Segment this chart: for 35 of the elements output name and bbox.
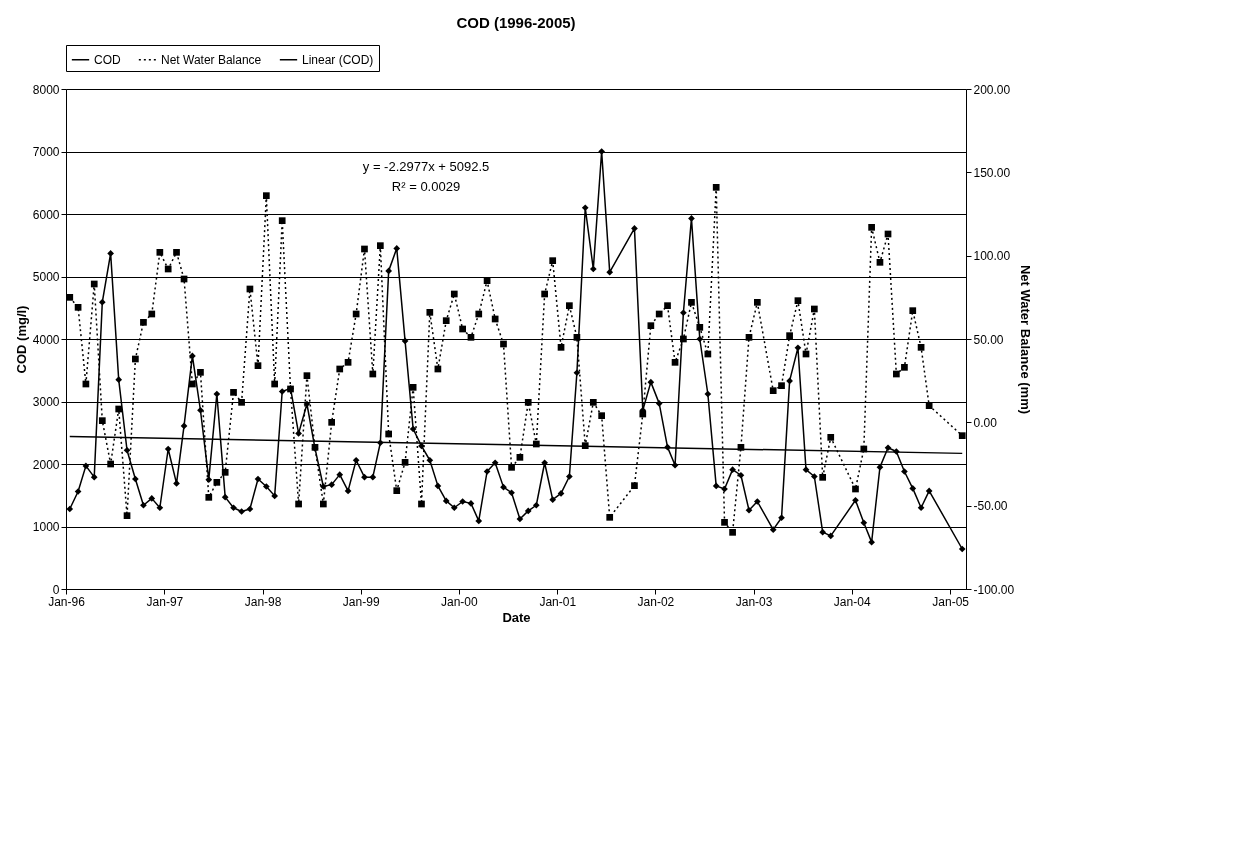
x-tick-label: Jan-04: [833, 594, 871, 609]
y-tick-label: 1000: [32, 520, 60, 534]
y2-tick-label: 200.00: [973, 82, 1011, 97]
y-tick-label: 5000: [32, 270, 60, 284]
y2-tick-label: 0.00: [973, 415, 998, 430]
annotation: y = -2.2977x + 5092.5: [362, 158, 490, 174]
y2-axis-title: Net Water Balance (mm): [1018, 264, 1034, 415]
legend-label: Net Water Balance: [161, 52, 262, 67]
y-tick-label: 2000: [32, 457, 60, 472]
legend-label: Linear (COD): [302, 52, 374, 67]
y-tick-label: 8000: [32, 82, 60, 97]
y-tick-label: 7000: [32, 145, 60, 159]
x-tick-label: Jan-05: [932, 594, 970, 609]
x-tick-label: Jan-01: [539, 594, 577, 609]
y-tick-label: 3000: [32, 395, 60, 409]
legend-label: COD: [94, 52, 121, 67]
y2-tick-label: -50.00: [973, 499, 1008, 514]
x-tick-label: Jan-02: [637, 594, 675, 609]
x-axis-title: Date: [502, 609, 531, 625]
annotation: R² = 0.0029: [391, 178, 461, 194]
x-tick-label: Jan-98: [244, 594, 282, 609]
y-tick-label: 0: [52, 582, 60, 597]
y2-tick-label: 50.00: [973, 332, 1004, 347]
y-tick-label: 4000: [32, 332, 60, 347]
x-tick-label: Jan-96: [48, 594, 86, 609]
x-tick-label: Jan-03: [735, 594, 773, 609]
y-tick-label: 6000: [32, 207, 60, 222]
y2-tick-label: -100.00: [973, 582, 1015, 597]
chart-title: COD (1996-2005): [456, 13, 576, 31]
x-tick-label: Jan-99: [342, 594, 380, 609]
y2-tick-label: 150.00: [973, 165, 1011, 180]
x-tick-label: Jan-97: [146, 594, 184, 609]
y2-tick-label: 100.00: [973, 249, 1011, 264]
y-axis-title: COD (mg/l): [13, 305, 29, 374]
x-tick-label: Jan-00: [441, 594, 479, 609]
